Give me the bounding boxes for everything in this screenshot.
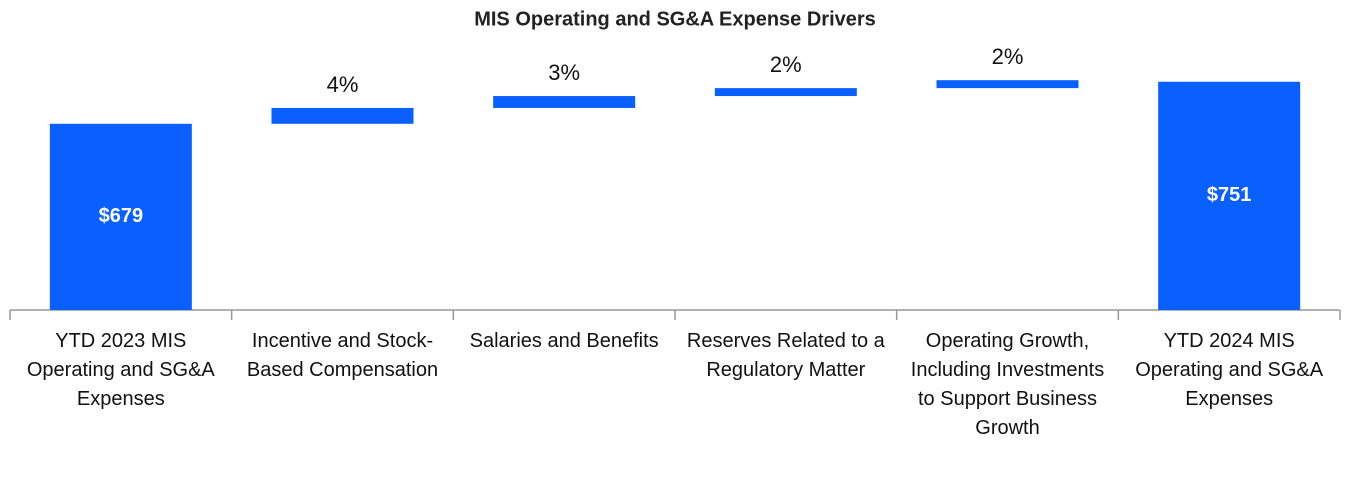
total-bar [49,123,192,310]
x-tick-label: Operating Growth, Including Investments … [910,330,1105,439]
step-bar [271,107,414,124]
x-tick-label: YTD 2023 MIS Operating and SG&A Expenses [26,330,215,410]
x-tick-label: YTD 2024 MIS Operating and SG&A Expenses [1135,330,1324,410]
chart-title: MIS Operating and SG&A Expense Drivers [474,8,876,30]
data-label: 2% [992,44,1024,69]
step-bar [714,88,857,97]
data-label: 3% [548,60,580,85]
x-tick-label: Salaries and Benefits [469,330,659,352]
data-label: 4% [327,72,359,97]
data-label: 2% [770,52,802,77]
x-tick-label: Incentive and Stock-Based Compensation [246,330,439,381]
x-tick-label: Reserves Related to a Regulatory Matter [686,330,885,381]
data-label: $751 [1207,184,1252,206]
total-bar [1158,81,1301,311]
data-label: $679 [99,205,144,227]
step-bar [493,96,636,108]
step-bar [936,80,1079,89]
